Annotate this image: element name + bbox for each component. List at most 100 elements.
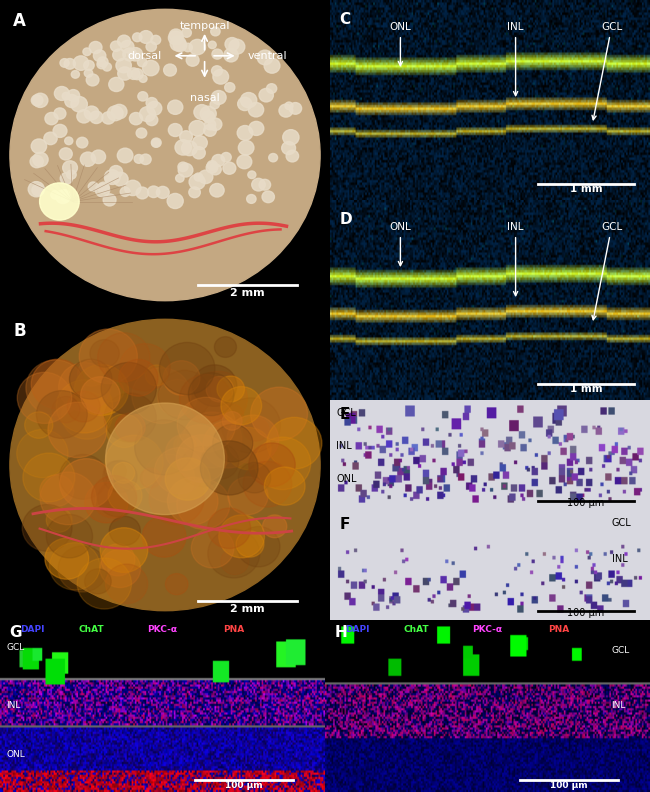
Circle shape (67, 170, 76, 179)
Circle shape (102, 112, 115, 124)
Circle shape (206, 376, 233, 402)
Circle shape (62, 161, 77, 175)
Circle shape (58, 363, 110, 411)
Circle shape (107, 106, 123, 120)
Circle shape (79, 329, 137, 383)
Circle shape (174, 39, 187, 51)
Circle shape (104, 461, 126, 482)
Circle shape (103, 63, 111, 71)
Circle shape (98, 480, 136, 516)
Circle shape (183, 44, 192, 51)
Circle shape (244, 417, 268, 441)
Circle shape (105, 169, 120, 185)
Circle shape (189, 174, 205, 189)
Circle shape (209, 164, 221, 175)
Circle shape (84, 569, 111, 594)
Circle shape (211, 27, 220, 36)
Circle shape (224, 48, 238, 62)
Circle shape (266, 84, 277, 93)
Circle shape (85, 482, 128, 523)
Circle shape (227, 415, 279, 463)
Text: temporal: temporal (179, 21, 230, 31)
Circle shape (142, 60, 159, 76)
Circle shape (163, 360, 200, 395)
Text: PKC-α: PKC-α (473, 625, 502, 634)
Circle shape (140, 154, 151, 165)
Circle shape (111, 105, 127, 119)
Circle shape (205, 120, 216, 130)
Circle shape (176, 435, 227, 482)
Circle shape (207, 508, 251, 549)
Circle shape (109, 173, 117, 181)
Circle shape (178, 163, 193, 177)
Text: C: C (339, 12, 351, 27)
Circle shape (101, 363, 157, 414)
Circle shape (45, 538, 88, 579)
Text: DAPI: DAPI (345, 625, 370, 634)
Circle shape (81, 377, 120, 413)
Circle shape (192, 147, 205, 159)
Circle shape (286, 150, 298, 162)
Circle shape (131, 69, 143, 80)
Circle shape (67, 391, 100, 422)
Circle shape (170, 36, 186, 51)
Text: GCL: GCL (611, 646, 629, 656)
Text: INL: INL (611, 702, 625, 710)
Circle shape (74, 364, 129, 416)
Circle shape (201, 444, 239, 479)
Text: 100 μm: 100 μm (567, 607, 605, 618)
Text: PNA: PNA (549, 625, 569, 634)
Circle shape (225, 37, 239, 51)
Circle shape (211, 90, 226, 105)
Circle shape (118, 67, 132, 80)
Circle shape (210, 100, 220, 109)
Circle shape (94, 50, 106, 62)
Circle shape (188, 187, 200, 198)
Text: 2 mm: 2 mm (230, 287, 265, 298)
Circle shape (189, 120, 205, 135)
Text: 100 μm: 100 μm (550, 781, 588, 790)
Circle shape (194, 105, 210, 120)
Circle shape (188, 373, 234, 416)
Circle shape (223, 162, 236, 174)
Circle shape (248, 102, 264, 117)
Circle shape (221, 153, 231, 162)
Text: 100 μm: 100 μm (567, 498, 605, 508)
Circle shape (44, 132, 57, 145)
Circle shape (10, 319, 320, 611)
Circle shape (246, 195, 256, 204)
Circle shape (70, 359, 112, 399)
Text: dorsal: dorsal (127, 51, 162, 61)
Circle shape (109, 166, 123, 178)
Circle shape (91, 150, 105, 163)
Circle shape (28, 181, 44, 197)
Circle shape (133, 32, 142, 42)
Circle shape (148, 186, 160, 197)
Text: nasal: nasal (190, 93, 220, 103)
Circle shape (208, 41, 216, 48)
Circle shape (189, 40, 205, 55)
Circle shape (105, 564, 148, 604)
Circle shape (175, 139, 191, 155)
Circle shape (146, 365, 168, 386)
Circle shape (65, 94, 79, 108)
Circle shape (281, 142, 296, 154)
Circle shape (77, 360, 105, 386)
Circle shape (105, 436, 163, 489)
Circle shape (283, 130, 299, 145)
Circle shape (48, 402, 107, 458)
Circle shape (208, 529, 260, 578)
Text: H: H (335, 625, 348, 640)
Circle shape (168, 124, 182, 136)
Circle shape (252, 178, 265, 191)
Text: PNA: PNA (224, 625, 244, 634)
Circle shape (119, 360, 158, 396)
Circle shape (237, 527, 280, 567)
Circle shape (147, 101, 162, 116)
Circle shape (268, 154, 278, 162)
Circle shape (77, 109, 91, 123)
Text: E: E (339, 406, 350, 421)
Circle shape (164, 64, 176, 76)
Circle shape (98, 333, 150, 382)
Circle shape (178, 162, 188, 172)
